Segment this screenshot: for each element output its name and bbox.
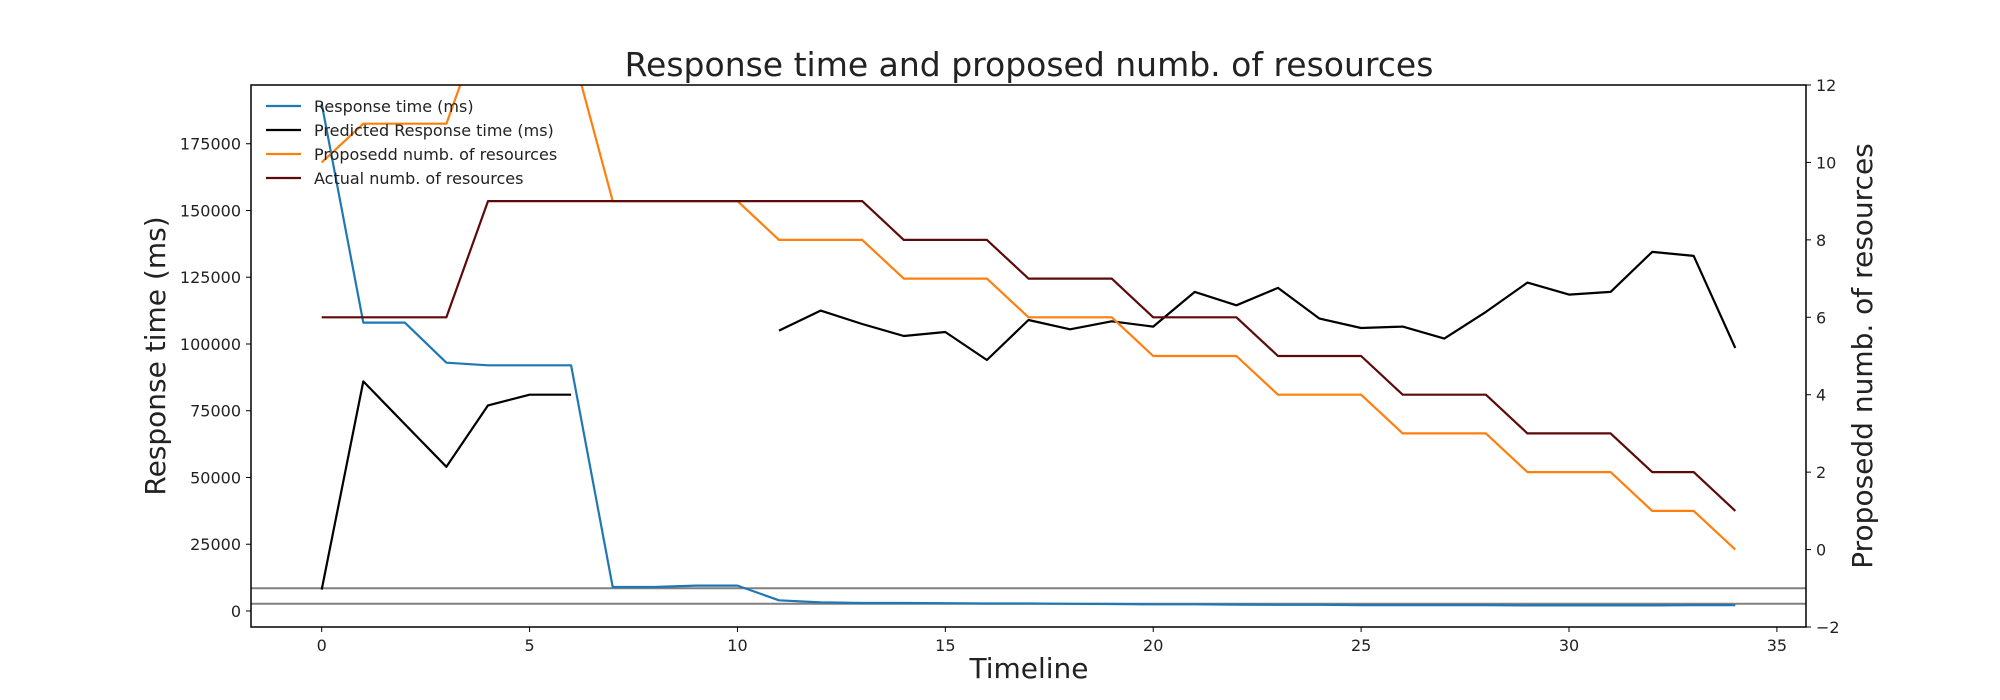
series-line-proposedd-numb-of-resources: [320, 85, 1737, 551]
x-tick-label: 0: [317, 636, 327, 655]
y-axis-left: 0 25000 50000 75000 100000 125000 150000 175000: [180, 135, 251, 621]
y-tick-label: 0: [231, 602, 241, 621]
legend-label: Predicted Response time (ms): [314, 121, 554, 140]
series-line-predicted-response-time-ms: [320, 380, 572, 590]
plot-frame: [250, 84, 1807, 628]
x-tick-label: 30: [1559, 636, 1579, 655]
y-tick-label: 50000: [190, 468, 241, 487]
y-axis-right: −2 0 2 4 6 8 10 12: [1806, 76, 1840, 637]
y2-tick-label: 2: [1816, 463, 1826, 482]
y2-tick-label: 4: [1816, 386, 1826, 405]
legend-label: Actual numb. of resources: [314, 169, 523, 188]
y-axis-title: Response time (ms): [139, 216, 172, 495]
x-tick-label: 25: [1351, 636, 1371, 655]
legend: Response time (ms) Predicted Response tim…: [266, 97, 557, 188]
x-tick-label: 35: [1767, 636, 1787, 655]
y-tick-label: 125000: [180, 268, 241, 287]
series-line-response-time-ms: [320, 103, 1736, 607]
y2-tick-label: 8: [1816, 231, 1826, 250]
y2-tick-label: −2: [1816, 618, 1840, 637]
y2-tick-label: 6: [1816, 308, 1826, 327]
y2-axis-title: Proposedd numb. of resources: [1846, 143, 1879, 569]
chart-title: Response time and proposed numb. of reso…: [625, 45, 1434, 84]
series-layer: [251, 85, 1806, 607]
series-line-actual-numb-of-resources: [321, 200, 1737, 512]
y-tick-label: 150000: [180, 201, 241, 220]
y2-tick-label: 0: [1816, 541, 1826, 560]
x-tick-label: 15: [935, 636, 955, 655]
y-tick-label: 100000: [180, 335, 241, 354]
x-axis-title: Timeline: [968, 652, 1088, 685]
legend-label: Response time (ms): [314, 97, 474, 116]
y-tick-label: 25000: [190, 535, 241, 554]
legend-label: Proposedd numb. of resources: [314, 145, 557, 164]
y2-tick-label: 10: [1816, 153, 1836, 172]
x-tick-label: 20: [1143, 636, 1163, 655]
x-tick-label: 10: [727, 636, 747, 655]
y2-tick-label: 12: [1816, 76, 1836, 95]
y-tick-label: 175000: [180, 135, 241, 154]
x-axis: 0 5 10 15 20 25 30 35: [317, 627, 1787, 655]
x-tick-label: 5: [524, 636, 534, 655]
y-tick-label: 75000: [190, 402, 241, 421]
series-line-predicted-response-time-ms: [778, 250, 1737, 362]
